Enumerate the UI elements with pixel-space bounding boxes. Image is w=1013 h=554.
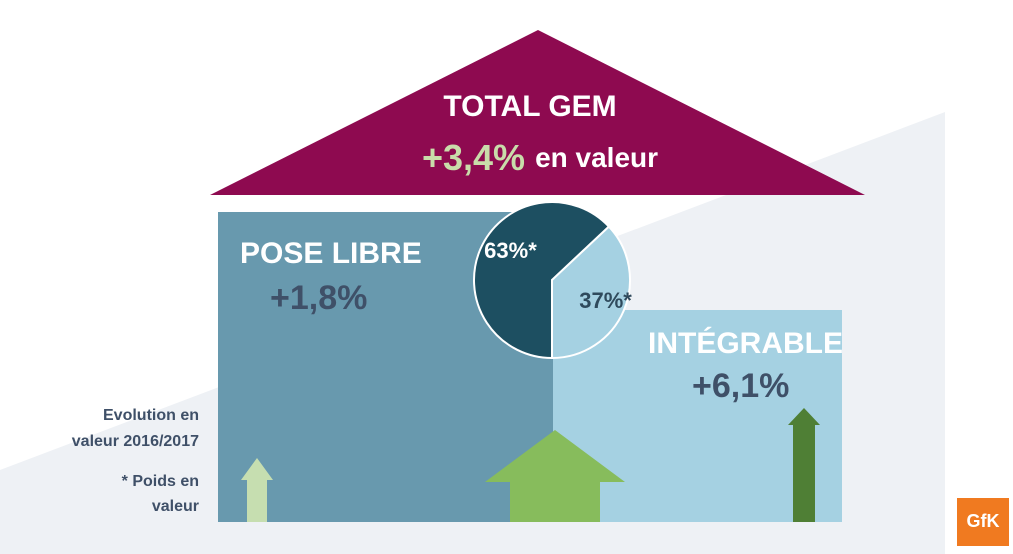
arrow-large	[788, 408, 820, 522]
logo-text: GfK	[967, 511, 1000, 531]
growth-value: +3,4%	[422, 137, 525, 178]
right-title: INTÉGRABLE	[648, 326, 843, 360]
roof-title: TOTAL GEM	[443, 90, 616, 123]
pie-slice	[551, 225, 631, 360]
right-growth: +6,1%	[692, 367, 789, 405]
note-line: * Poids en	[122, 473, 199, 490]
slice-label: 37%*	[579, 288, 632, 313]
arrow-house	[485, 430, 625, 522]
left-title: POSE LIBRE	[240, 237, 422, 270]
pie: 63%* 37%*	[473, 201, 632, 360]
arrow-small	[241, 458, 273, 522]
slice-label: 63%*	[484, 238, 537, 263]
logo	[957, 498, 1009, 546]
roof-growth: +3,4% en valeur	[422, 137, 658, 178]
left-growth: +1,8%	[270, 279, 367, 317]
note-line: Evolution en	[103, 407, 199, 424]
pie-slice	[473, 201, 611, 360]
note-line: valeur 2016/2017	[72, 433, 199, 450]
growth-unit: en valeur	[535, 142, 658, 173]
note-line: valeur	[152, 498, 199, 515]
roof	[210, 30, 865, 195]
